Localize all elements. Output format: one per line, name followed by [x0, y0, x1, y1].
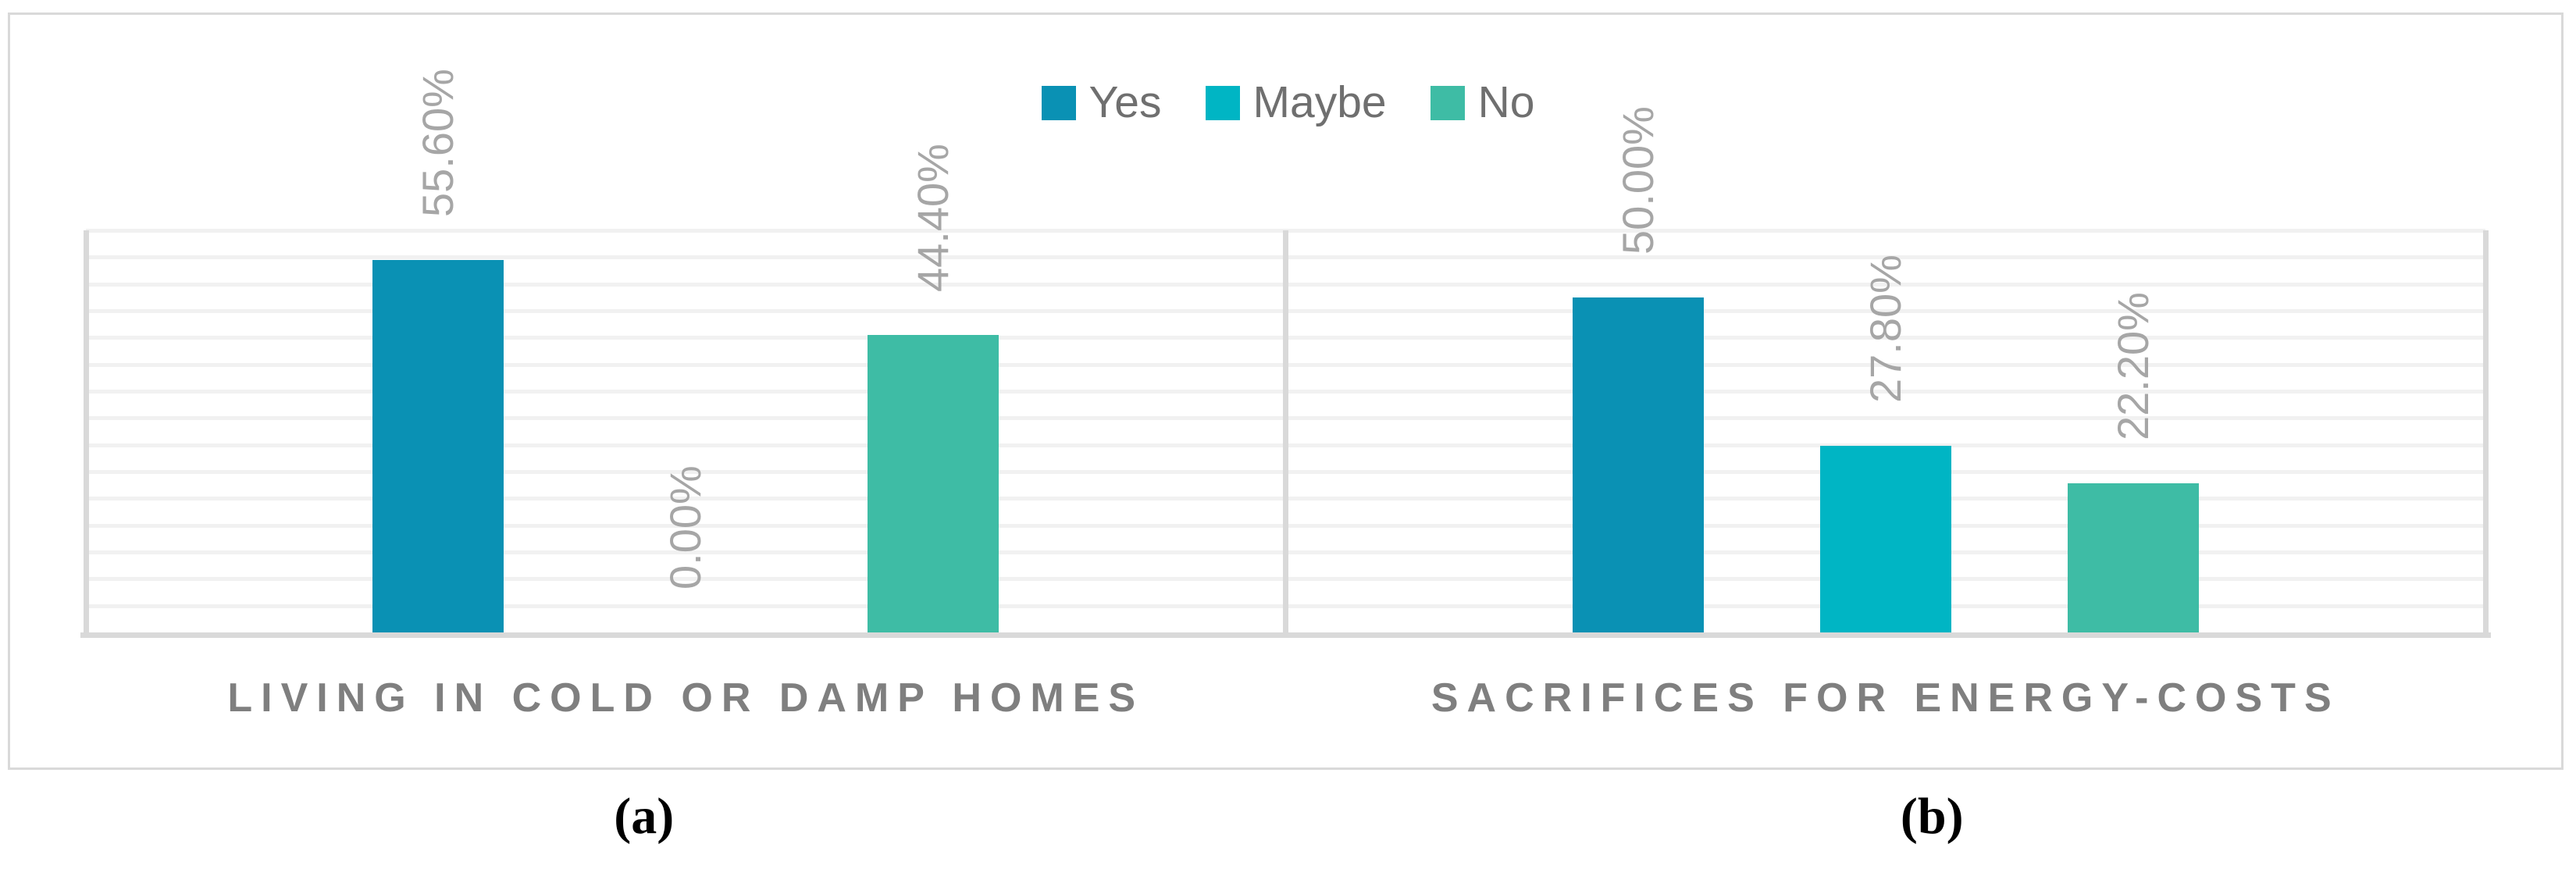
category-label: SACRIFICES FOR ENERGY-COSTS	[1431, 675, 2340, 721]
category-divider-line	[2482, 230, 2489, 632]
value-label: 0.00%	[661, 465, 711, 589]
subfigure-label: (b)	[1900, 788, 1964, 845]
category-divider-line	[83, 230, 89, 632]
legend-label: Maybe	[1252, 77, 1387, 127]
category-label: LIVING IN COLD OR DAMP HOMES	[227, 675, 1145, 721]
category-divider-line	[1283, 230, 1288, 632]
subfigure-label: (a)	[614, 788, 675, 845]
bar-yes	[1572, 297, 1704, 632]
value-label: 27.80%	[1860, 255, 1910, 404]
legend-label: Yes	[1088, 77, 1162, 127]
legend-swatch-icon	[1205, 85, 1240, 120]
bar-no	[2067, 483, 2199, 632]
legend-item-yes: Yes	[1041, 77, 1162, 127]
legend-label: No	[1477, 77, 1535, 127]
legend-item-maybe: Maybe	[1205, 77, 1387, 127]
bar-no	[868, 334, 999, 632]
value-label: 50.00%	[1612, 105, 1662, 255]
chart-legend: Yes Maybe No	[0, 80, 2576, 125]
legend-swatch-icon	[1041, 85, 1076, 120]
value-label: 44.40%	[908, 143, 958, 292]
value-label: 22.20%	[2107, 292, 2157, 441]
x-axis-line	[80, 632, 2491, 638]
bar-yes	[372, 259, 504, 632]
legend-item-no: No	[1430, 77, 1535, 127]
bar-maybe	[1819, 446, 1951, 632]
legend-swatch-icon	[1430, 85, 1465, 120]
